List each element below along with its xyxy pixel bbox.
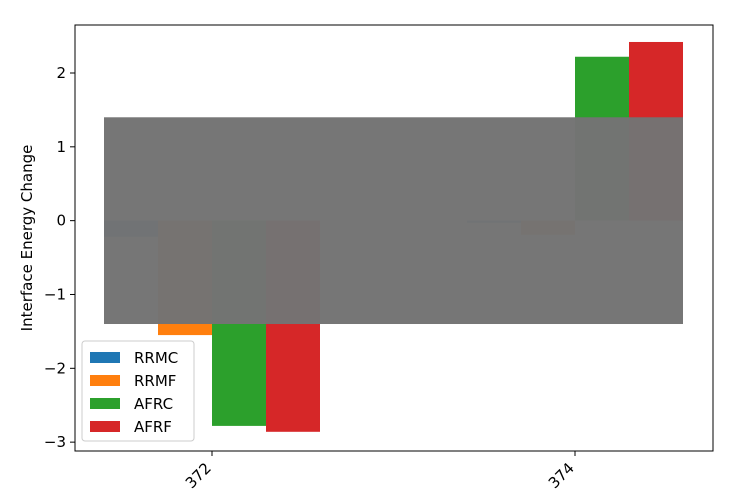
plot-area: −3 −2 −1 0 1 2 372 374 RRMC RRMF AFRC AFRF: [44, 24, 714, 492]
overlay-band: [104, 117, 683, 325]
legend-label-rrmc: RRMC: [134, 349, 178, 367]
axes-frame: [74, 24, 714, 452]
legend-swatch-afrc: [90, 398, 120, 409]
legend-label-rrmf: RRMF: [134, 372, 176, 390]
y-axis-title: Interface Energy Change: [18, 145, 36, 332]
x-tick-label: 374: [545, 459, 578, 492]
x-tick-label: 372: [182, 459, 215, 492]
legend-label-afrc: AFRC: [134, 395, 173, 413]
legend-swatch-afrf: [90, 421, 120, 432]
y-tick-label: 0: [56, 212, 66, 230]
legend: [81, 340, 195, 442]
y-tick-label: 2: [56, 64, 66, 82]
y-tick-label: 1: [56, 138, 66, 156]
y-tick-label: −3: [44, 433, 66, 451]
y-tick-label: −2: [44, 359, 66, 377]
legend-label-afrf: AFRF: [134, 418, 172, 436]
legend-swatch-rrmf: [90, 375, 120, 386]
legend-swatch-rrmc: [90, 352, 120, 363]
y-tick-label: −1: [44, 285, 66, 303]
